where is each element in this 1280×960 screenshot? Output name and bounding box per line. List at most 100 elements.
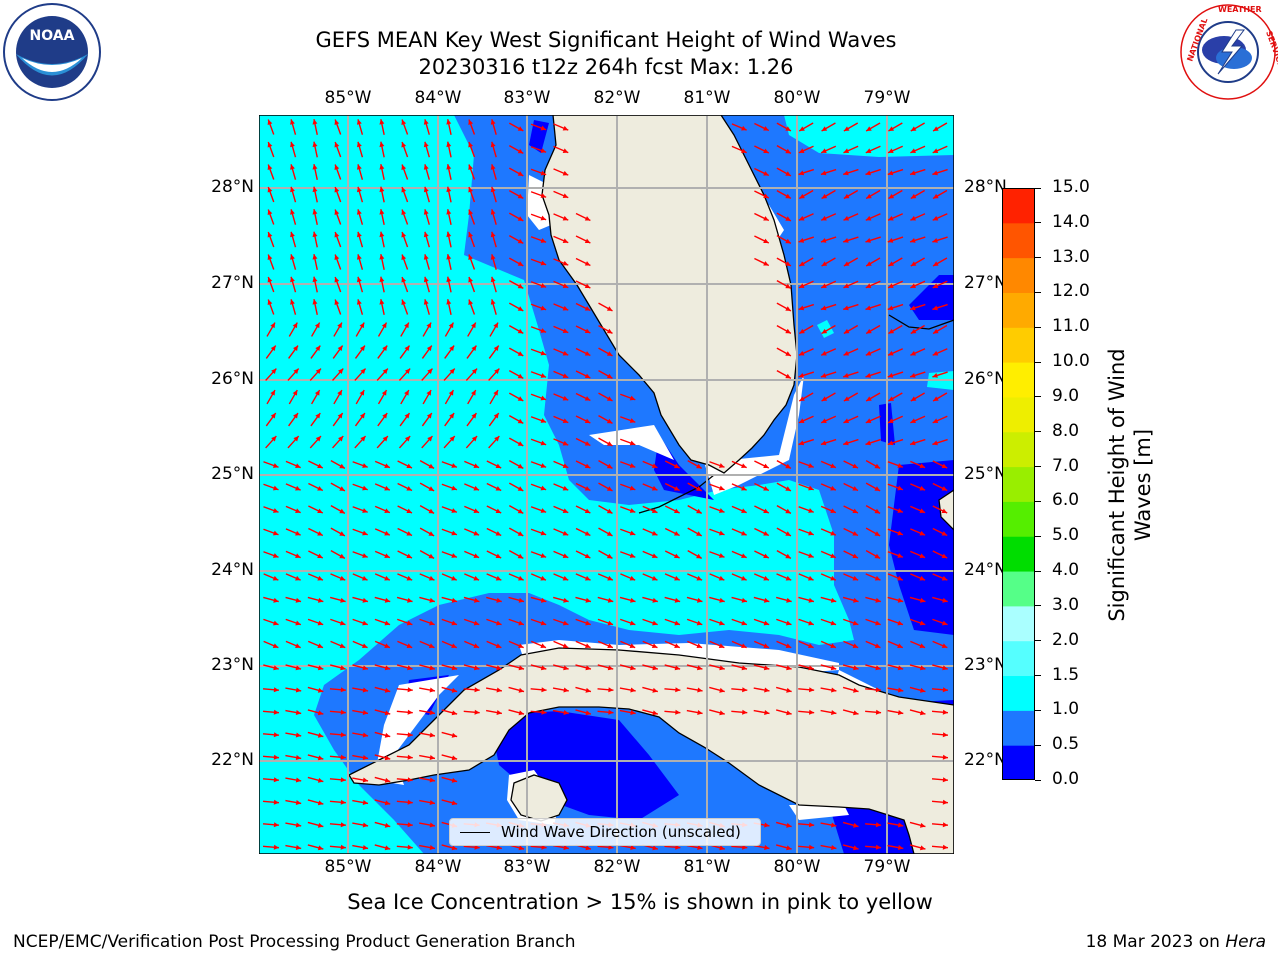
- wave-direction-arrow: [446, 164, 452, 180]
- wave-direction-arrow: [267, 254, 275, 270]
- wave-direction-arrow: [441, 506, 458, 513]
- colorbar-tick-label: 8.0: [1052, 420, 1080, 441]
- wave-direction-arrow: [753, 640, 770, 649]
- wave-direction-arrow: [842, 686, 859, 693]
- wave-direction-arrow: [887, 483, 904, 491]
- wave-direction-arrow: [776, 325, 792, 334]
- wave-direction-arrow: [598, 437, 613, 447]
- wave-direction-arrow: [642, 709, 659, 716]
- wave-direction-arrow: [619, 709, 636, 715]
- wave-direction-arrow: [374, 483, 391, 491]
- wave-direction-arrow: [307, 799, 324, 806]
- wave-direction-arrow: [262, 822, 280, 828]
- wave-direction-arrow: [575, 235, 591, 244]
- lon-label-bottom: 81°W: [683, 857, 731, 877]
- wave-direction-arrow: [374, 754, 391, 761]
- wave-direction-arrow: [464, 460, 480, 469]
- wave-direction-arrow: [686, 664, 703, 671]
- wave-direction-arrow: [374, 550, 391, 559]
- wave-direction-arrow: [798, 236, 815, 243]
- wave-direction-arrow: [443, 435, 456, 449]
- wave-direction-arrow: [842, 236, 859, 243]
- wave-direction-arrow: [401, 231, 409, 248]
- wave-direction-arrow: [285, 596, 302, 603]
- wave-direction-arrow: [664, 505, 680, 514]
- wave-direction-arrow: [753, 618, 770, 626]
- wave-direction-arrow: [446, 209, 452, 225]
- wave-direction-arrow: [396, 596, 413, 603]
- wave-direction-arrow: [332, 368, 344, 381]
- wave-direction-arrow: [887, 596, 904, 603]
- wave-direction-arrow: [530, 438, 547, 446]
- wave-direction-arrow: [731, 596, 748, 603]
- wave-direction-arrow: [401, 209, 409, 225]
- wave-direction-arrow: [553, 280, 569, 289]
- wave-direction-arrow: [265, 435, 277, 449]
- wave-direction-arrow: [287, 368, 300, 381]
- wave-direction-arrow: [820, 709, 837, 715]
- wave-direction-arrow: [709, 618, 725, 626]
- wave-direction-arrow: [399, 412, 411, 427]
- wave-direction-arrow: [356, 254, 364, 270]
- wave-direction-arrow: [508, 280, 524, 289]
- wave-direction-arrow: [820, 213, 837, 221]
- wave-direction-arrow: [642, 596, 659, 603]
- wave-direction-arrow: [552, 687, 569, 693]
- wave-direction-arrow: [468, 119, 476, 135]
- wave-direction-arrow: [329, 687, 346, 693]
- wave-direction-arrow: [553, 550, 569, 559]
- wave-direction-arrow: [374, 799, 391, 806]
- lon-label-top: 84°W: [414, 88, 462, 108]
- wave-direction-arrow: [776, 550, 792, 559]
- wave-direction-arrow: [910, 550, 926, 559]
- wave-direction-arrow: [932, 618, 948, 626]
- lat-label-right: 23°N: [964, 655, 1007, 675]
- wave-direction-arrow: [575, 212, 591, 222]
- wave-direction-arrow: [687, 550, 703, 559]
- wave-direction-arrow: [932, 303, 948, 311]
- colorbar-segment: [1002, 536, 1035, 572]
- wave-direction-arrow: [401, 164, 409, 180]
- wave-direction-arrow: [379, 186, 385, 203]
- lat-label-left: 24°N: [211, 560, 254, 580]
- colorbar-segment: [1002, 431, 1035, 468]
- wave-direction-arrow: [709, 686, 725, 693]
- wave-direction-arrow: [909, 371, 926, 378]
- wave-direction-arrow: [419, 664, 436, 671]
- wave-direction-arrow: [865, 236, 881, 243]
- wave-direction-arrow: [490, 186, 497, 203]
- wave-direction-arrow: [485, 709, 503, 715]
- footer-date-text: 18 Mar 2023 on: [1085, 932, 1226, 952]
- wave-direction-arrow: [290, 276, 297, 293]
- wave-direction-arrow: [664, 460, 680, 469]
- wave-direction-arrow: [285, 483, 301, 491]
- wave-direction-arrow: [307, 754, 324, 761]
- wave-direction-arrow: [441, 640, 458, 649]
- wave-direction-arrow: [820, 483, 837, 491]
- wave-direction-arrow: [575, 618, 591, 626]
- colorbar-tick-label: 0.0: [1052, 769, 1080, 789]
- wave-direction-arrow: [820, 460, 837, 469]
- wave-direction-arrow: [379, 254, 385, 270]
- wave-direction-arrow: [508, 527, 524, 537]
- wave-direction-arrow: [909, 596, 926, 603]
- wave-direction-arrow: [753, 596, 770, 603]
- wave-direction-arrow: [423, 299, 430, 315]
- wave-direction-arrow: [931, 777, 949, 783]
- wave-direction-arrow: [754, 550, 770, 559]
- wave-direction-arrow: [530, 709, 547, 715]
- wave-direction-arrow: [754, 482, 770, 492]
- wave-direction-arrow: [396, 732, 413, 738]
- wave-direction-arrow: [687, 505, 703, 514]
- wave-direction-arrow: [307, 640, 324, 649]
- wave-direction-arrow: [642, 483, 658, 491]
- wave-direction-arrow: [865, 122, 881, 132]
- wave-direction-arrow: [374, 686, 391, 693]
- colorbar-tick-label: 2.0: [1052, 629, 1080, 650]
- wave-direction-arrow: [467, 389, 477, 405]
- wave-direction-arrow: [575, 573, 591, 581]
- wave-direction-arrow: [379, 299, 385, 315]
- wave-direction-arrow: [290, 119, 297, 135]
- wave-direction-arrow: [355, 389, 365, 405]
- wave-direction-arrow: [664, 640, 681, 649]
